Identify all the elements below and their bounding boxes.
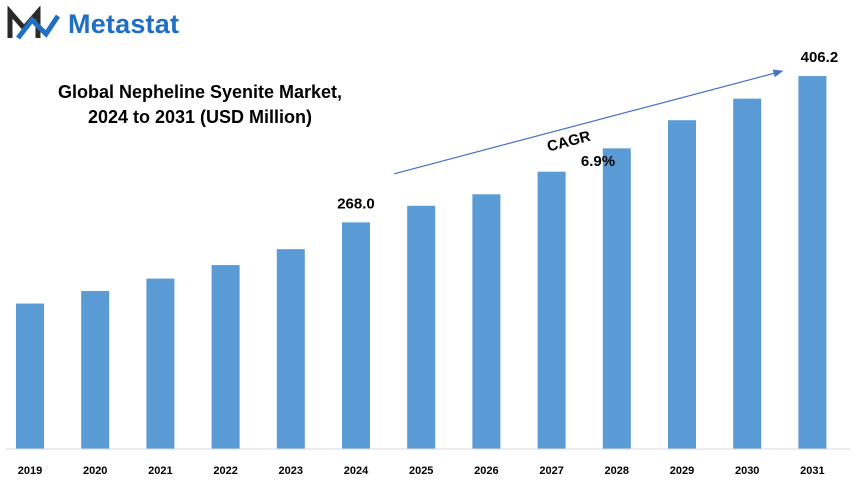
cagr-value: 6.9% — [581, 153, 615, 170]
cagr-arrow — [394, 69, 784, 175]
bar-2024 — [342, 222, 370, 449]
x-tick-label-2031: 2031 — [800, 465, 824, 477]
data-label-2031: 406.2 — [801, 49, 839, 66]
brand-logo: Metastat — [6, 6, 179, 42]
metastat-logo-icon — [7, 6, 61, 40]
bar-2019 — [16, 303, 44, 449]
bar-2030 — [733, 98, 762, 449]
x-tick-label-2027: 2027 — [539, 465, 563, 477]
bar-2027 — [537, 171, 566, 450]
x-tick-label-2021: 2021 — [148, 465, 172, 477]
bar-2026 — [472, 194, 501, 449]
chart-title: Global Nepheline Syenite Market, 2024 to… — [30, 80, 370, 130]
bar-2023 — [276, 249, 305, 449]
chart-title-line2: 2024 to 2031 (USD Million) — [87, 107, 313, 127]
bar-2029 — [668, 120, 696, 449]
bar-2031 — [798, 76, 827, 450]
chart-title-line1: Global Nepheline Syenite Market, — [57, 82, 343, 102]
bar-2022 — [211, 265, 240, 449]
bar-2025 — [407, 205, 436, 449]
bar-2028 — [602, 148, 631, 449]
x-tick-label-2019: 2019 — [18, 465, 42, 477]
brand-name: Metastat — [68, 8, 180, 39]
bar-2021 — [146, 278, 175, 449]
data-label-2024: 268.0 — [337, 195, 375, 212]
x-tick-label-2023: 2023 — [279, 465, 303, 477]
x-tick-label-2022: 2022 — [213, 465, 237, 477]
x-tick-label-2026: 2026 — [474, 465, 498, 477]
x-tick-label-2028: 2028 — [605, 465, 629, 477]
x-tick-label-2025: 2025 — [409, 465, 433, 477]
x-tick-label-2029: 2029 — [670, 465, 694, 477]
x-tick-label-2020: 2020 — [83, 465, 107, 477]
x-tick-label-2024: 2024 — [344, 465, 369, 477]
bar-2020 — [81, 291, 110, 449]
x-tick-label-2030: 2030 — [735, 465, 759, 477]
